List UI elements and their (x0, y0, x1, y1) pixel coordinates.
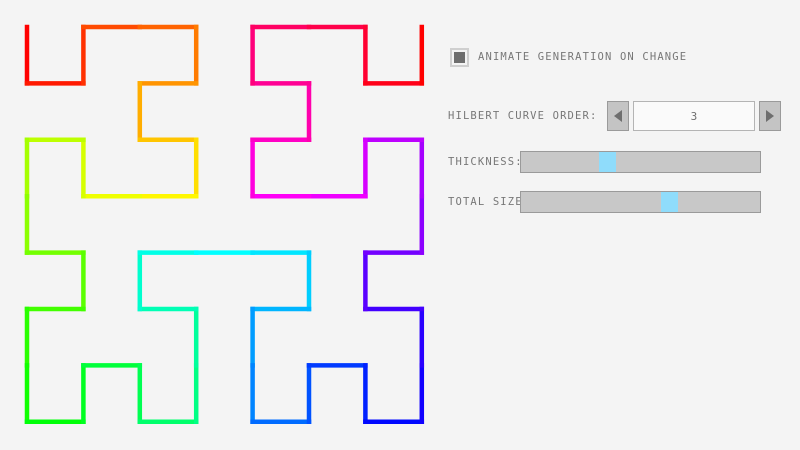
thickness-slider-thumb[interactable] (598, 152, 616, 172)
checkbox-fill-icon (454, 52, 465, 63)
animate-generation-checkbox[interactable] (450, 48, 469, 67)
triangle-left-icon (614, 110, 623, 122)
animate-generation-row: ANIMATE GENERATION ON CHANGE (450, 48, 687, 67)
order-decrement-button[interactable] (607, 101, 630, 131)
hilbert-order-input[interactable]: 3 (633, 101, 756, 131)
hilbert-curve-canvas (24, 24, 425, 425)
total-size-slider-thumb[interactable] (660, 192, 678, 212)
hilbert-order-label: HILBERT CURVE ORDER: (448, 109, 598, 122)
order-increment-button[interactable] (759, 101, 782, 131)
thickness-row: THICKNESS: (448, 150, 761, 174)
thickness-slider-track[interactable] (520, 151, 761, 173)
hilbert-order-row: HILBERT CURVE ORDER: 3 (448, 100, 782, 132)
total-size-row: TOTAL SIZE: (448, 190, 761, 214)
triangle-right-icon (766, 110, 775, 122)
thickness-label: THICKNESS: (448, 155, 523, 168)
total-size-slider-track[interactable] (520, 191, 761, 213)
animate-generation-label: ANIMATE GENERATION ON CHANGE (478, 51, 688, 64)
total-size-label: TOTAL SIZE: (448, 195, 531, 208)
hilbert-curve-svg (24, 24, 425, 425)
controls-panel: ANIMATE GENERATION ON CHANGE HILBERT CUR… (440, 0, 800, 450)
